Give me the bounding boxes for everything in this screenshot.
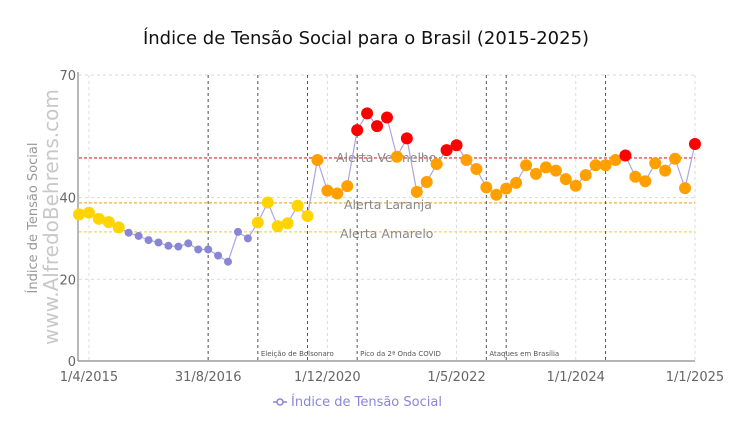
y-axis-label: Índice de Tensão Social	[25, 143, 41, 294]
data-point	[271, 220, 284, 233]
data-point	[669, 152, 682, 165]
legend-marker-dot	[276, 398, 284, 406]
data-point	[639, 175, 652, 188]
x-tick-label: 1/1/2025	[666, 370, 724, 385]
data-point	[490, 188, 503, 201]
data-point	[430, 158, 443, 171]
data-point	[102, 216, 115, 229]
data-point	[73, 208, 85, 221]
data-point	[144, 236, 153, 245]
x-tick-label: 1/5/2022	[427, 370, 485, 385]
data-point	[569, 179, 582, 192]
data-point	[204, 245, 213, 254]
data-point	[281, 217, 294, 230]
x-tick-label: 1/12/2020	[294, 370, 361, 385]
data-point	[261, 196, 274, 209]
data-point	[291, 199, 304, 212]
data-point	[609, 153, 622, 166]
y-tick-label: 0	[68, 355, 76, 370]
data-point	[351, 124, 364, 137]
data-point	[361, 107, 374, 120]
legend-label: Índice de Tensão Social	[291, 394, 442, 410]
event-lines: Eleição de Bolsonaro Pico da 2ª Onda COVI…	[207, 75, 607, 361]
data-point	[251, 216, 264, 229]
data-point	[154, 238, 163, 247]
data-point	[380, 111, 393, 124]
event-label: Ataques em Brasília	[489, 350, 559, 358]
data-point	[579, 169, 592, 182]
y-tick-label: 40	[59, 192, 76, 207]
data-point	[233, 227, 242, 236]
series	[73, 107, 701, 266]
data-point	[629, 170, 642, 183]
y-tick-label: 70	[59, 69, 76, 84]
threshold-label: Alerta Amarelo	[340, 226, 433, 241]
data-point	[194, 245, 203, 254]
x-tick-label: 1/1/2024	[547, 370, 605, 385]
data-point	[224, 257, 233, 266]
data-point	[619, 149, 632, 162]
data-point	[659, 164, 672, 177]
x-tick-label: 1/4/2015	[60, 370, 118, 385]
data-point	[470, 162, 483, 175]
data-point	[214, 251, 223, 260]
data-point	[410, 185, 423, 198]
data-point	[311, 153, 324, 166]
x-tick-label: 31/8/2016	[175, 370, 242, 385]
data-point	[688, 138, 701, 151]
data-point	[599, 159, 612, 172]
data-point	[420, 176, 433, 189]
data-point	[82, 206, 95, 219]
threshold-label: Alerta Laranja	[344, 197, 432, 212]
chart-title: Índice de Tensão Social para o Brasil (2…	[143, 27, 589, 49]
data-point	[112, 221, 125, 234]
data-point	[539, 161, 552, 174]
event-label: Eleição de Bolsonaro	[261, 350, 334, 358]
data-point	[679, 182, 692, 195]
data-point	[321, 184, 334, 197]
legend[interactable]: Índice de Tensão Social	[273, 394, 442, 410]
data-point	[520, 159, 533, 172]
data-point	[164, 241, 173, 250]
y-tick-label: 20	[59, 273, 76, 288]
grid	[79, 74, 696, 361]
data-point	[589, 159, 602, 172]
data-point	[184, 239, 193, 248]
data-point	[649, 157, 662, 170]
event-label: Pico da 2ª Onda COVID	[360, 350, 441, 358]
data-point	[174, 242, 183, 251]
data-point	[124, 228, 133, 237]
data-point	[341, 180, 354, 193]
data-point	[530, 167, 543, 180]
data-point	[243, 234, 252, 243]
data-point	[134, 231, 143, 240]
data-point	[301, 209, 314, 222]
data-point	[331, 187, 344, 200]
data-point	[390, 150, 403, 163]
data-point	[92, 212, 105, 225]
data-point	[510, 176, 523, 189]
data-point	[400, 132, 413, 145]
data-point	[460, 153, 473, 166]
watermark: www.AlfredoBehrens.com	[39, 89, 63, 345]
data-point	[450, 139, 463, 152]
data-point	[440, 144, 453, 157]
data-point	[480, 181, 493, 194]
data-point	[559, 173, 572, 186]
axes: 0 20 40 70 1/4/2015 31/8/2016 1/12/2020 1/5/202…	[59, 69, 724, 385]
data-point	[500, 182, 513, 195]
data-point	[371, 120, 384, 133]
data-point	[549, 164, 562, 177]
